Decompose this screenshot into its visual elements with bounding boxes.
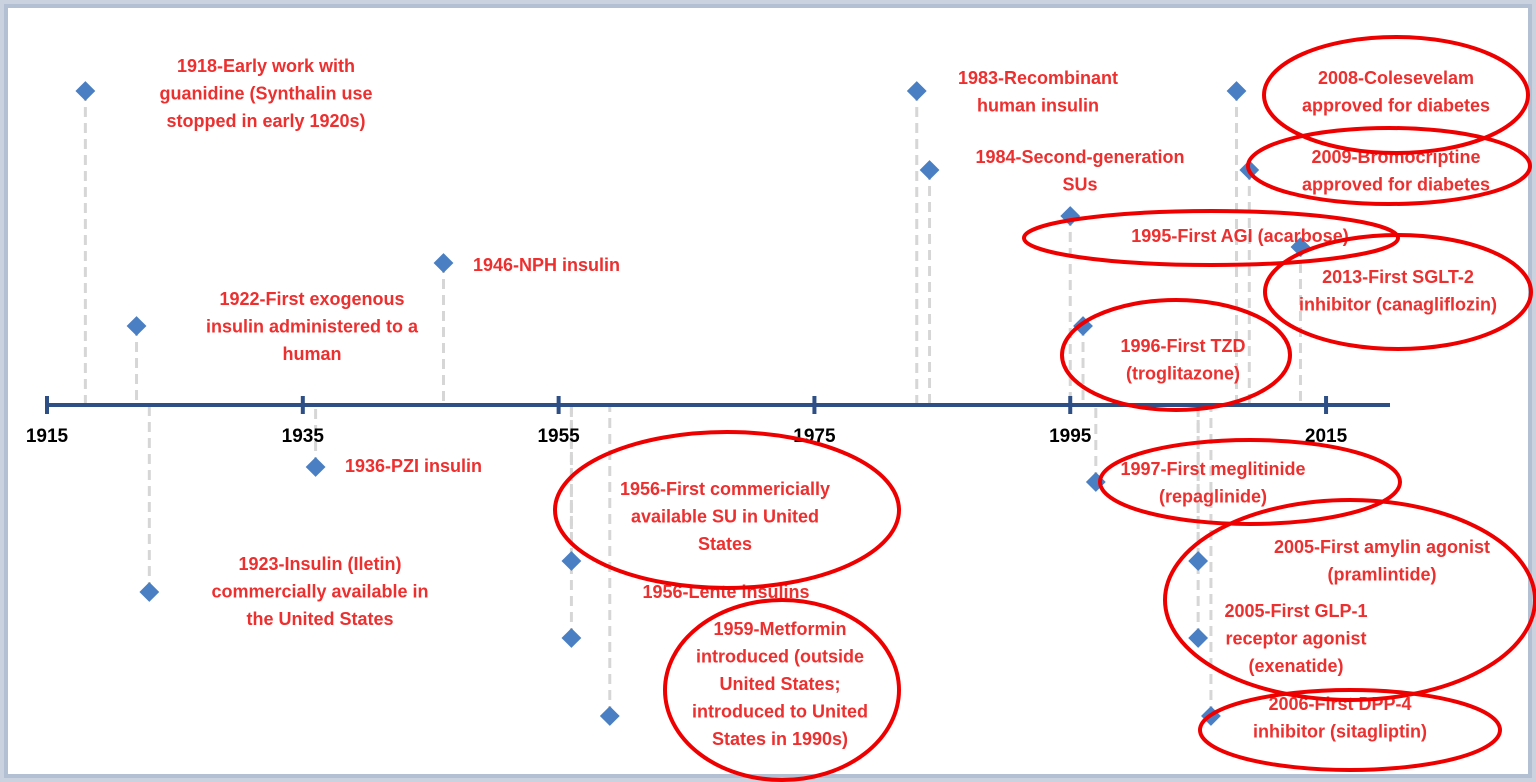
tick-label: 1935 [282,426,325,447]
event-marker [599,706,620,726]
event-marker [561,628,582,648]
event-marker [1226,81,1247,101]
event-label: stopped in early 1920s) [166,111,365,131]
event-label: 1959-Metformin [713,619,846,639]
highlight [553,430,901,590]
labels: 1918-Early work with guanidine (Synthalin… [159,56,1497,749]
event-label: 2013-First SGLT-2 [1322,267,1474,287]
event-label: 1923-Insulin (Iletin) [238,554,401,574]
highlight [1022,209,1400,267]
highlight [1060,298,1292,412]
event-label: States in 1990s) [712,729,848,749]
highlight [1098,438,1402,526]
event-label: (pramlintide) [1327,564,1436,584]
highlight [1263,233,1533,351]
event-label: 2005-First GLP-1 [1224,601,1367,621]
event-marker [561,551,582,571]
event-label: inhibitor (sitagliptin) [1253,721,1427,741]
tick-label: 1995 [1049,426,1092,447]
highlight [1163,498,1536,702]
event-label: guanidine (Synthalin use [159,83,372,103]
event-label: the United States [246,609,393,629]
event-label: 2008-Colesevelam [1318,68,1474,88]
event-label: 1995-First AGI (acarbose) [1131,226,1348,246]
event-label: States [698,534,752,554]
event-label: 1983-Recombinant [958,68,1118,88]
event-label: human [282,344,341,364]
event-label: human insulin [977,95,1099,115]
event-label: 1956-First commericially [620,479,830,499]
event-label: inhibitor (canagliflozin) [1299,294,1497,314]
event-marker [126,316,147,336]
event-marker [433,253,454,273]
tick-label: 1915 [26,426,69,447]
event-label: (repaglinide) [1159,486,1267,506]
event-label: insulin administered to a [206,316,419,336]
event-label: SUs [1062,174,1097,194]
event-label: 2009-Bromocriptine [1311,147,1480,167]
event-label: introduced to United [692,701,868,721]
event-label: 2005-First amylin agonist [1274,537,1490,557]
event-label: 1997-First meglitinide [1120,459,1305,479]
event-marker [1188,551,1209,571]
event-label: 1984-Second-generation [975,147,1184,167]
highlight [1262,35,1530,155]
event-label: 1936-PZI insulin [345,456,482,476]
event-label: commercially available in [211,581,428,601]
event-label: 1996-First TZD [1120,336,1245,356]
frame [4,4,1532,778]
tick-label: 2015 [1305,426,1348,447]
event-marker [305,457,326,477]
event-label: (troglitazone) [1126,363,1240,383]
highlight [663,598,901,782]
highlight [1198,688,1502,772]
event-label: approved for diabetes [1302,95,1490,115]
event-marker [75,81,96,101]
event-label: 1918-Early work with [177,56,355,76]
tick-label: 1955 [537,426,580,447]
annotations [553,35,1536,782]
highlight [1246,126,1532,206]
event-label: 1946-NPH insulin [473,255,620,275]
event-label: receptor agonist [1225,628,1366,648]
event-label: available SU in United [631,506,819,526]
event-label: introduced (outside [696,646,864,666]
event-marker [1188,628,1209,648]
event-label: 1922-First exogenous [219,289,404,309]
event-label: United States; [719,674,840,694]
event-label: approved for diabetes [1302,174,1490,194]
event-label: (exenatide) [1248,656,1343,676]
